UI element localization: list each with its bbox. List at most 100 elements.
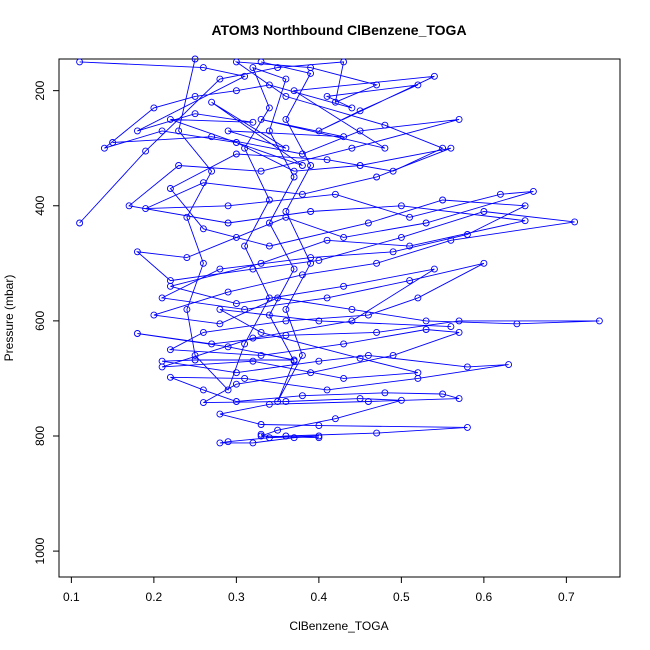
data-point (265, 242, 273, 250)
data-point (282, 398, 290, 405)
data-point (430, 265, 438, 273)
data-point (125, 202, 133, 210)
data-point (323, 386, 331, 394)
data-point (150, 104, 158, 112)
x-tick-label: 0.7 (558, 590, 575, 604)
data-point (175, 162, 183, 169)
data-point (274, 426, 282, 434)
data-point (298, 392, 306, 400)
data-point (265, 104, 273, 112)
data-point (282, 75, 290, 83)
y-axis-label: Pressure (mbar) (2, 275, 16, 362)
data-point (150, 311, 158, 319)
data-point (521, 202, 529, 210)
data-point (298, 190, 306, 198)
data-point (232, 87, 240, 95)
data-point (216, 320, 224, 328)
data-point (257, 58, 265, 66)
data-point (76, 219, 84, 227)
data-point (439, 144, 447, 152)
y-tick-label: 1000 (33, 537, 47, 564)
data-point (381, 144, 389, 152)
data-point (216, 265, 224, 273)
data-point (447, 323, 455, 331)
data-point (257, 259, 265, 267)
series-3 (109, 115, 529, 382)
data-point (505, 361, 513, 369)
data-point (356, 395, 364, 403)
data-point (282, 317, 290, 325)
data-point (315, 127, 323, 135)
axes: 0.1 0.2 0.3 0.4 0.5 0.6 0.7 200 400 600 800 1000 (33, 80, 575, 604)
data-point (373, 173, 381, 181)
data-point (183, 305, 191, 313)
data-point (397, 396, 405, 404)
data-point (455, 328, 463, 336)
data-point (307, 208, 315, 215)
data-point (216, 305, 224, 313)
x-axis-label: ClBenzene_TOGA (289, 619, 388, 633)
data-point (199, 259, 207, 267)
x-tick-label: 0.1 (63, 590, 80, 604)
data-point (529, 187, 537, 195)
y-tick-label: 800 (33, 426, 47, 446)
data-point (282, 432, 290, 440)
data-point (315, 357, 323, 365)
y-tick-label: 400 (33, 195, 47, 215)
data-point (257, 432, 265, 440)
data-point (232, 150, 240, 158)
data-point (224, 219, 232, 227)
data-point (414, 294, 422, 302)
data-point (364, 311, 372, 319)
data-point (447, 144, 455, 152)
data-point (257, 421, 265, 428)
data-point (422, 317, 430, 325)
series-line (112, 118, 526, 379)
chart-title: ATOM3 Northbound ClBenzene_TOGA (211, 22, 466, 38)
data-point (142, 147, 150, 155)
data-point (381, 389, 389, 397)
data-point (241, 374, 249, 382)
series-line (79, 61, 600, 444)
data-point (331, 190, 339, 198)
series-line (178, 58, 312, 402)
data-point (257, 328, 265, 336)
data-point (298, 351, 306, 359)
y-tick-label: 200 (33, 80, 47, 100)
data-point (232, 139, 240, 146)
data-point (216, 75, 224, 83)
data-point (257, 167, 265, 175)
data-point (298, 162, 306, 169)
data-point (340, 374, 348, 382)
data-point (166, 185, 174, 192)
data-point (463, 423, 471, 431)
data-point (282, 115, 290, 123)
data-point (191, 92, 199, 100)
data-point (414, 369, 422, 377)
data-point (183, 213, 191, 221)
data-point (249, 64, 257, 72)
x-tick-label: 0.3 (228, 590, 245, 604)
data-point (100, 144, 108, 152)
data-point (199, 399, 207, 407)
data-point (290, 357, 298, 365)
data-point (340, 58, 348, 66)
data-point (348, 144, 356, 152)
data-point (158, 127, 166, 135)
data-point (175, 127, 183, 135)
data-point (265, 81, 273, 89)
data-point (307, 162, 315, 169)
data-point (315, 422, 323, 430)
data-point (290, 265, 298, 273)
data-point (166, 373, 174, 381)
data-point (340, 282, 348, 290)
data-point (199, 225, 207, 233)
x-tick-label: 0.5 (393, 590, 410, 604)
data-point (199, 328, 207, 336)
data-point (406, 242, 414, 250)
data-point (340, 340, 348, 348)
data-point (216, 410, 224, 418)
data-point (282, 92, 290, 100)
data-point (348, 305, 356, 313)
data-point (513, 320, 521, 328)
